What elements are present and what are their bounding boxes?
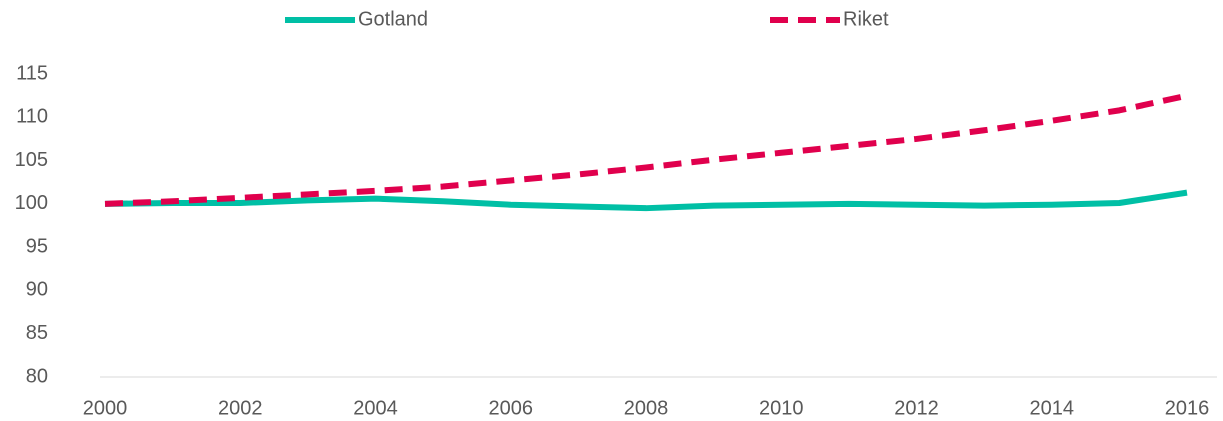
x-tick-label: 2004 [353,397,398,419]
legend-label: Riket [843,8,889,30]
series-line [104,92,1188,207]
y-tick-label: 110 [16,106,48,128]
y-tick-label: 90 [26,279,48,301]
x-tick-label: 2002 [218,397,263,419]
x-tick-label: 2008 [624,397,669,419]
x-tick-label: 2012 [894,397,939,419]
y-tick-label: 100 [15,192,48,214]
x-tick-label: 2006 [489,397,534,419]
y-tick-label: 115 [16,62,48,84]
x-tick-label: 2000 [83,397,128,419]
y-tick-label: 105 [15,149,48,171]
x-tick-label: 2010 [759,397,804,419]
x-tick-label: 2016 [1165,397,1210,419]
y-tick-label: 95 [26,235,48,257]
y-tick-label: 80 [26,365,48,387]
series-line [104,189,1188,212]
x-tick-label: 2014 [1030,397,1075,419]
y-tick-label: 85 [26,322,48,344]
legend-label: Gotland [358,8,428,30]
